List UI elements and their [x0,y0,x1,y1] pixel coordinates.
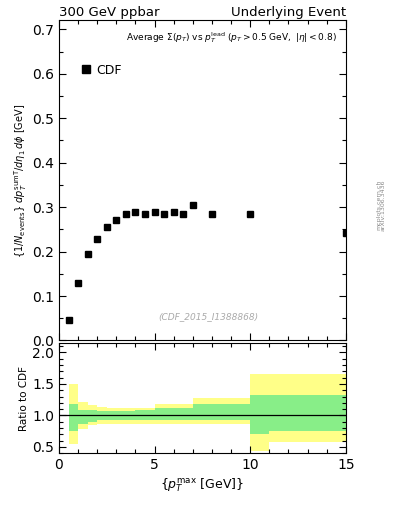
CDF [105,224,109,230]
X-axis label: $\{p_T^\mathsf{max}\ [\mathsf{GeV}]\}$: $\{p_T^\mathsf{max}\ [\mathsf{GeV}]\}$ [160,476,244,494]
Line: CDF: CDF [66,202,349,323]
Y-axis label: $\{1/N_\mathsf{events}\}\ dp^\mathsf{sumT}_T/d\eta_1\,d\phi\ [\mathsf{GeV}]$: $\{1/N_\mathsf{events}\}\ dp^\mathsf{sum… [13,103,29,258]
CDF [162,211,167,217]
Text: Underlying Event: Underlying Event [231,6,346,19]
CDF [76,280,81,286]
CDF [248,211,253,217]
CDF [123,211,128,217]
Legend: CDF: CDF [77,59,127,82]
CDF [66,317,71,324]
Text: mcplots.cern.ch: mcplots.cern.ch [377,180,382,230]
CDF [143,211,147,217]
CDF [114,218,119,224]
Text: Average $\Sigma(p_T)$ vs $p_T^\mathsf{lead}$ ($p_T > 0.5\ \mathsf{GeV},\ |\eta| : Average $\Sigma(p_T)$ vs $p_T^\mathsf{le… [127,30,337,45]
Text: (CDF_2015_I1388868): (CDF_2015_I1388868) [158,312,258,322]
Text: arXiv:1306.3436: arXiv:1306.3436 [381,179,386,230]
CDF [133,208,138,215]
CDF [191,202,195,208]
CDF [95,236,99,242]
CDF [343,230,348,236]
CDF [171,208,176,215]
Y-axis label: Ratio to CDF: Ratio to CDF [19,366,29,431]
Text: 300 GeV ppbar: 300 GeV ppbar [59,6,160,19]
CDF [181,211,185,217]
CDF [85,251,90,257]
CDF [152,208,157,215]
CDF [209,211,214,217]
